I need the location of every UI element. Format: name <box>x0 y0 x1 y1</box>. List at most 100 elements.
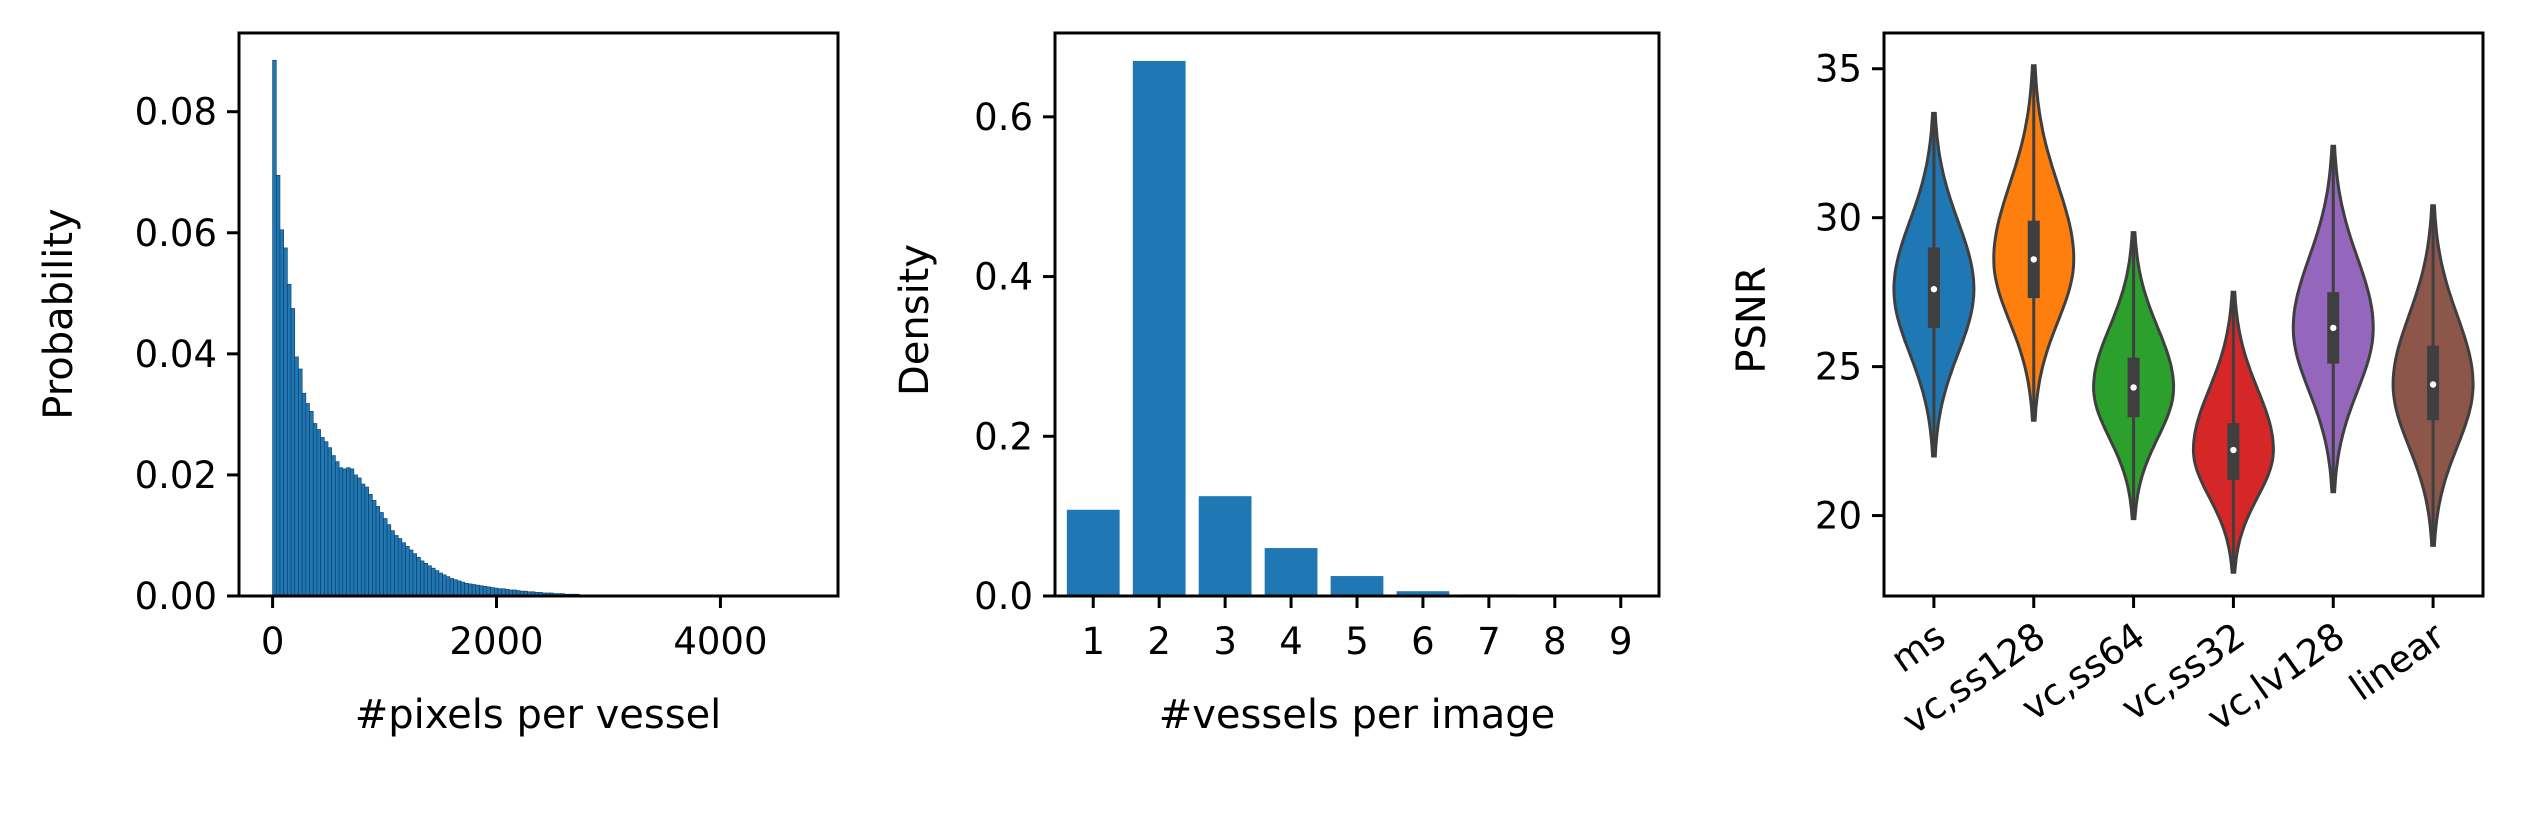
histogram-bar <box>479 585 484 597</box>
histogram-bar <box>408 549 414 597</box>
histogram-bar <box>294 356 299 597</box>
histogram-ticks: 0 2000 4000 0.00 0.02 0.04 0.06 0.08 <box>135 91 768 663</box>
histogram-bar <box>420 560 425 597</box>
histogram-bar <box>375 506 381 597</box>
histogram-bar <box>449 578 454 597</box>
violin-median <box>2030 256 2037 263</box>
violin-axes-frame <box>1882 31 2485 598</box>
histogram-bar <box>394 535 399 597</box>
violin-y-tick-label: 35 <box>1815 48 1862 91</box>
histogram-bar <box>320 437 325 597</box>
bar-chart-x-tick-label: 6 <box>1411 620 1435 663</box>
violin-y-tick-label: 30 <box>1815 197 1862 240</box>
bar-chart-x-tick-label: 5 <box>1345 620 1369 663</box>
bar-chart-x-tick-label: 8 <box>1543 620 1567 663</box>
histogram-y-tick-label: 0.00 <box>135 575 217 618</box>
violin-median <box>2130 384 2137 391</box>
bar-chart-panel: 1 2 3 4 5 6 7 8 9 0.0 0.2 0.4 0.6 #vessels per image… <box>892 31 1661 738</box>
histogram-bar <box>423 563 429 597</box>
violin-panel: msvc,ss128vc,ss64vc,ss32vc,lv128linear20… <box>1729 31 2485 743</box>
histogram-bar <box>272 59 277 597</box>
histogram-x-axis-label: #pixels per vessel <box>355 692 722 738</box>
histogram-bar <box>457 580 462 597</box>
histogram-bar <box>309 411 314 597</box>
bar-chart-y-tick-label: 0.6 <box>974 96 1033 139</box>
bar-chart-bars <box>1066 60 1648 596</box>
bar-chart-y-tick-label: 0.0 <box>974 575 1033 618</box>
bar-chart-y-axis-label: Density <box>892 244 938 396</box>
violin-x-tick-label: ms <box>1883 614 1953 681</box>
bar <box>1198 496 1252 596</box>
violin-y-tick-label: 25 <box>1815 346 1862 389</box>
histogram-panel: 0 2000 4000 0.00 0.02 0.04 0.06 0.08 #pixels pe… <box>36 31 840 738</box>
histogram-bar <box>331 455 336 597</box>
histogram-bar <box>287 283 292 597</box>
histogram-bar <box>386 524 392 597</box>
histogram-bar <box>405 546 410 597</box>
bar-chart-x-tick-label: 4 <box>1279 620 1303 663</box>
histogram-bar <box>353 474 358 597</box>
histogram-bar <box>427 565 432 597</box>
bar-chart-y-tick-label: 0.4 <box>974 256 1033 299</box>
bar-chart-y-tick-label: 0.2 <box>974 415 1033 458</box>
violin-median <box>2230 446 2237 454</box>
histogram-bar <box>372 500 377 597</box>
bar <box>1132 60 1186 596</box>
histogram-bar <box>471 584 477 597</box>
histogram-bar <box>327 447 333 597</box>
histogram-bar <box>468 583 473 597</box>
histogram-x-tick-label: 4000 <box>673 620 767 663</box>
histogram-bar <box>368 493 373 597</box>
histogram-bar <box>357 477 362 597</box>
histogram-bar <box>324 441 329 597</box>
bar <box>1066 509 1120 596</box>
histogram-bars <box>272 59 635 597</box>
histogram-bar <box>335 461 340 597</box>
histogram-bar <box>412 553 417 597</box>
histogram-bar <box>383 518 388 597</box>
histogram-bar <box>316 429 321 597</box>
histogram-x-tick-label: 2000 <box>449 620 543 663</box>
histogram-bar <box>445 576 451 597</box>
histogram-bar <box>298 368 303 597</box>
bar-chart-x-tick-label: 7 <box>1477 620 1501 663</box>
histogram-bar <box>431 567 436 597</box>
histogram-y-tick-label: 0.08 <box>135 91 217 134</box>
histogram-bar <box>283 247 288 597</box>
histogram-bar <box>397 538 403 597</box>
histogram-bar <box>342 468 347 597</box>
violin-x-tick-label: linear <box>2342 614 2453 710</box>
histogram-bar <box>416 556 421 597</box>
histogram-bar <box>401 542 406 597</box>
histogram-bar <box>338 467 344 597</box>
bar-chart-x-tick-label: 1 <box>1081 620 1105 663</box>
histogram-bar <box>464 582 469 597</box>
histogram-bar <box>460 581 466 597</box>
violin-y-tick-label: 20 <box>1815 495 1862 538</box>
violin-median <box>1930 285 1938 293</box>
histogram-bar <box>438 572 443 597</box>
bar <box>1330 576 1384 596</box>
histogram-bar <box>442 574 447 597</box>
histogram-y-tick-label: 0.02 <box>135 454 217 497</box>
histogram-bar <box>301 392 307 597</box>
histogram-y-tick-label: 0.04 <box>135 333 217 376</box>
histogram-x-tick-label: 0 <box>261 620 285 663</box>
bar <box>1264 548 1318 596</box>
histogram-bar <box>349 468 355 597</box>
histogram-bar <box>279 229 284 597</box>
histogram-axes-frame <box>237 31 840 598</box>
histogram-bar <box>434 570 440 597</box>
histogram-y-tick-label: 0.06 <box>135 212 217 255</box>
bar-chart-x-tick-label: 3 <box>1213 620 1237 663</box>
bar-chart-x-tick-label: 2 <box>1147 620 1171 663</box>
histogram-bar <box>346 467 351 597</box>
violin-median <box>2330 324 2337 332</box>
violin-median <box>2429 381 2437 388</box>
histogram-y-axis-label: Probability <box>36 208 82 419</box>
histogram-bar <box>364 486 369 597</box>
bar <box>1396 591 1450 596</box>
histogram-bar <box>275 174 281 597</box>
histogram-bar <box>305 403 310 597</box>
